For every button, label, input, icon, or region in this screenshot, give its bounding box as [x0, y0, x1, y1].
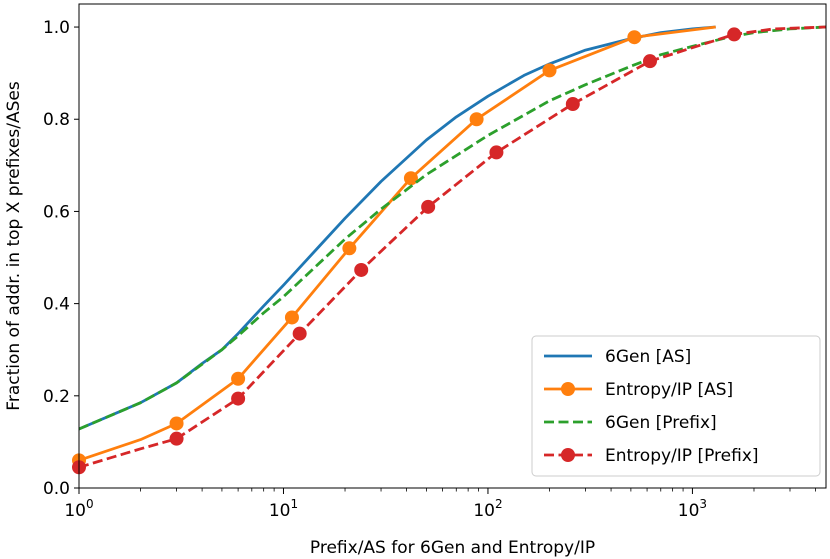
series-point [342, 241, 357, 256]
series-point [354, 262, 369, 277]
y-tick-label: 0.6 [43, 202, 70, 222]
series-point [403, 171, 418, 186]
plot-frame [78, 3, 827, 489]
x-tick-exponent: 1 [290, 497, 298, 511]
series-point [469, 112, 484, 127]
x-tick-label: 101 [269, 497, 298, 521]
x-tick-label: 102 [473, 497, 502, 521]
legend-box [531, 335, 821, 477]
series-layer [72, 25, 827, 475]
legend-entry: Entropy/IP [Prefix] [544, 446, 759, 466]
x-tick-exponent: 0 [86, 497, 94, 511]
legend-label: Entropy/IP [Prefix] [605, 446, 759, 466]
legend-marker [561, 382, 575, 396]
series-point [727, 27, 742, 42]
x-tick-label: 103 [678, 497, 707, 521]
x-tick-exponent: 3 [699, 497, 707, 511]
x-tick-exponent: 2 [495, 497, 503, 511]
x-tick-base: 10 [473, 501, 495, 521]
x-tick-base: 10 [678, 501, 700, 521]
legend-marker [561, 448, 575, 462]
series-point [169, 416, 184, 431]
legend-label: Entropy/IP [AS] [605, 380, 733, 400]
series-point [292, 326, 307, 341]
y-tick-label: 0.4 [43, 295, 70, 315]
series-point [565, 97, 580, 112]
series-point [421, 199, 436, 214]
y-tick-label: 0.0 [43, 479, 70, 499]
series-point [542, 63, 557, 78]
y-tick-label: 0.2 [43, 387, 70, 407]
legend-label: 6Gen [Prefix] [605, 413, 717, 433]
series-point [489, 145, 504, 160]
series-point [231, 391, 246, 406]
series-point [231, 371, 246, 386]
series-point [642, 54, 657, 69]
legend-entry: 6Gen [Prefix] [544, 413, 717, 433]
x-tick-label: 100 [64, 497, 93, 521]
y-axis-label: Fraction of addr. in top X prefixes/ASes [4, 81, 24, 411]
legend-entry: 6Gen [AS] [544, 347, 691, 367]
legend: 6Gen [AS] Entropy/IP [AS] 6Gen [Prefix] Ent… [531, 335, 821, 477]
y-tick-label: 1.0 [43, 18, 70, 38]
y-tick-label: 0.8 [43, 110, 70, 130]
x-tick-base: 10 [64, 501, 86, 521]
x-axis-label: Prefix/AS for 6Gen and Entropy/IP [310, 538, 595, 558]
x-tick-base: 10 [269, 501, 291, 521]
legend-label: 6Gen [AS] [605, 347, 691, 367]
series-point [627, 30, 642, 45]
legend-entry: Entropy/IP [AS] [544, 380, 733, 400]
series-point [284, 310, 299, 325]
series-point [169, 431, 184, 446]
